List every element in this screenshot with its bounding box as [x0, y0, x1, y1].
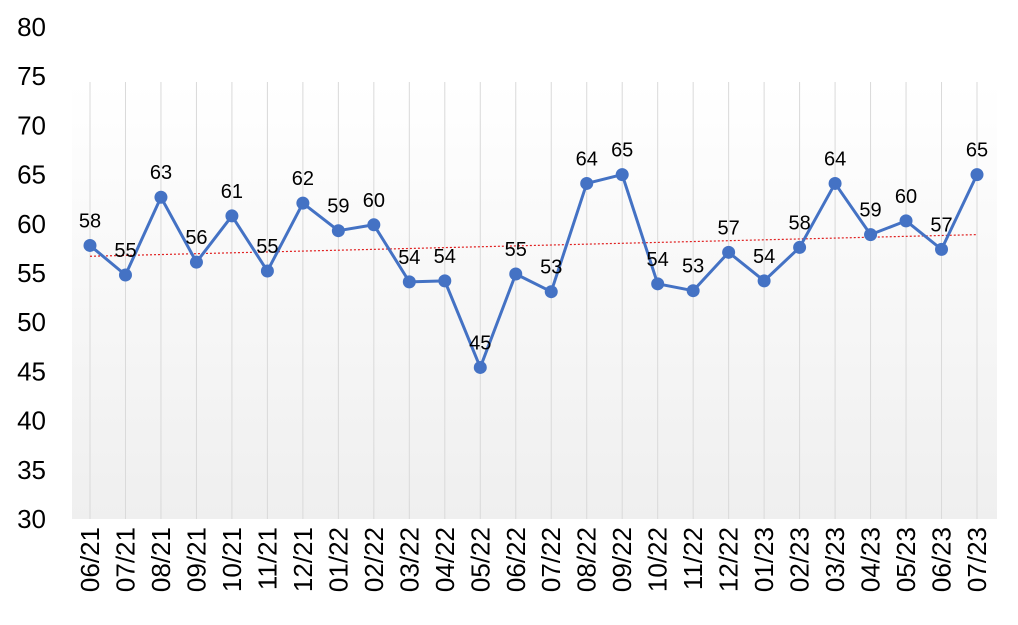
y-tick-label: 65	[17, 160, 46, 190]
x-tick-label: 08/21	[146, 527, 176, 592]
y-tick-label: 50	[17, 307, 46, 337]
data-label: 54	[434, 246, 456, 268]
data-point	[402, 275, 416, 289]
data-label: 55	[256, 236, 278, 258]
data-label: 54	[647, 249, 669, 271]
data-point	[615, 168, 629, 182]
data-label: 65	[611, 140, 633, 162]
x-tick-label: 08/22	[572, 527, 602, 592]
plot-area	[72, 82, 997, 519]
y-tick-label: 80	[17, 12, 46, 42]
data-point	[899, 214, 913, 228]
data-point	[935, 242, 949, 256]
x-tick-label: 03/23	[820, 527, 850, 592]
x-tick-label: 01/22	[323, 527, 353, 592]
x-tick-label: 04/23	[856, 527, 886, 592]
data-label: 55	[505, 239, 527, 261]
x-tick-label: 03/22	[394, 527, 424, 592]
data-point	[225, 209, 239, 223]
data-point	[473, 360, 487, 374]
data-point	[544, 285, 558, 299]
series-line	[89, 173, 979, 369]
data-label: 63	[150, 162, 172, 184]
data-label: 45	[469, 332, 491, 354]
data-point	[260, 264, 274, 278]
data-label: 54	[753, 246, 775, 268]
data-label: 53	[540, 257, 562, 279]
data-point	[296, 196, 310, 210]
data-label: 57	[718, 217, 740, 239]
x-tick-label: 02/22	[359, 527, 389, 592]
data-label: 64	[824, 148, 846, 170]
data-point	[651, 277, 665, 291]
data-label: 58	[788, 212, 810, 234]
data-point	[118, 268, 132, 282]
data-label: 61	[221, 181, 243, 203]
x-tick-label: 09/22	[607, 527, 637, 592]
x-tick-label: 04/22	[430, 527, 460, 592]
data-point	[189, 255, 203, 269]
x-tick-label: 09/21	[181, 527, 211, 592]
data-label: 53	[682, 256, 704, 278]
x-tick-label: 07/22	[536, 527, 566, 592]
data-point	[509, 267, 523, 281]
data-point	[331, 224, 345, 238]
y-tick-label: 30	[17, 504, 46, 534]
y-tick-label: 35	[17, 455, 46, 485]
x-tick-label: 05/23	[891, 527, 921, 592]
data-label: 60	[895, 186, 917, 208]
data-label: 55	[114, 240, 136, 262]
data-label: 56	[185, 227, 207, 249]
y-tick-label: 70	[17, 110, 46, 140]
data-point	[686, 284, 700, 298]
y-tick-label: 45	[17, 356, 46, 386]
x-tick-label: 12/22	[714, 527, 744, 592]
x-tick-label: 05/22	[465, 527, 495, 592]
data-label: 58	[79, 210, 101, 232]
data-point	[83, 238, 97, 252]
y-tick-label: 55	[17, 258, 46, 288]
data-point	[438, 274, 452, 288]
data-label: 60	[363, 190, 385, 212]
y-tick-label: 60	[17, 209, 46, 239]
x-tick-label: 11/21	[252, 527, 282, 590]
x-tick-label: 06/21	[75, 527, 105, 592]
y-tick-label: 40	[17, 406, 46, 436]
data-label: 54	[398, 247, 420, 269]
data-point	[793, 240, 807, 254]
x-tick-label: 02/23	[785, 527, 815, 592]
data-point	[722, 245, 736, 259]
data-label: 57	[930, 214, 952, 236]
x-tick-label: 06/22	[501, 527, 531, 592]
x-tick-label: 11/22	[678, 527, 708, 590]
x-tick-label: 10/21	[217, 527, 247, 592]
data-label: 65	[966, 140, 988, 162]
data-point	[757, 274, 771, 288]
x-tick-label: 06/23	[927, 527, 957, 592]
data-label: 62	[292, 168, 314, 190]
y-tick-label: 75	[17, 61, 46, 91]
x-tick-label: 07/23	[962, 527, 992, 592]
data-point	[864, 228, 878, 242]
x-tick-label: 07/21	[110, 527, 140, 592]
x-tick-label: 10/22	[643, 527, 673, 592]
x-tick-label: 01/23	[749, 527, 779, 592]
data-point	[367, 218, 381, 232]
data-label: 59	[859, 200, 881, 222]
data-label: 59	[327, 196, 349, 218]
x-tick-label: 12/21	[288, 527, 318, 592]
data-point	[828, 176, 842, 190]
data-label: 64	[576, 148, 598, 170]
data-point	[580, 176, 594, 190]
data-point	[154, 190, 168, 204]
data-point	[970, 168, 984, 182]
